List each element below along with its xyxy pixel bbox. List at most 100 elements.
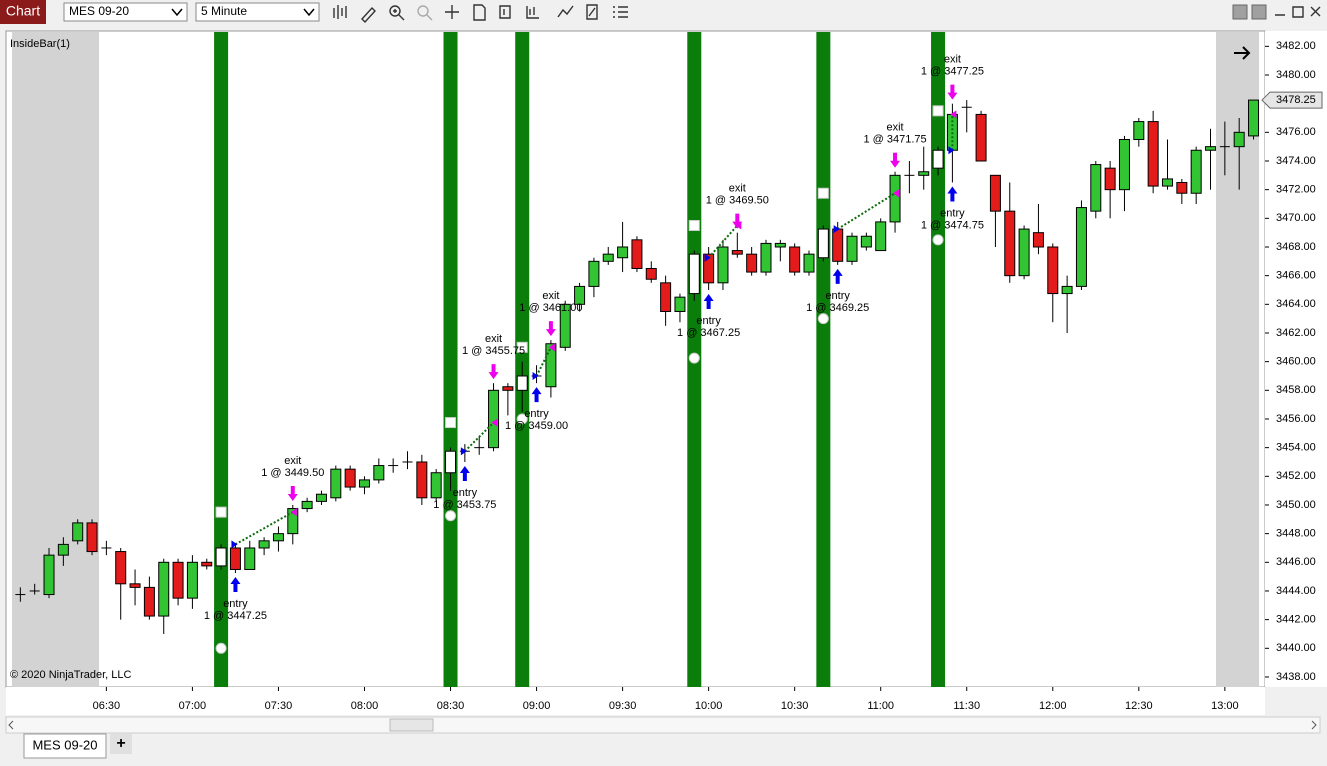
candle-body: [272, 533, 284, 542]
candle-body: [1104, 167, 1116, 191]
interval-select[interactable]: [195, 2, 320, 22]
circle-marker: [516, 413, 528, 425]
candle-body: [416, 461, 428, 499]
candle-body: [674, 296, 686, 312]
candle-body: [832, 228, 844, 262]
square-marker: [817, 187, 829, 199]
window-buttons[interactable]: [1232, 4, 1321, 20]
inside-bar-band: [931, 32, 946, 687]
candle-body: [1075, 207, 1087, 287]
candle-body: [330, 468, 342, 499]
candle-body: [803, 253, 815, 273]
candle-body: [115, 551, 127, 585]
instrument-select[interactable]: [63, 2, 188, 22]
indicator-label: InsideBar(1): [10, 38, 70, 50]
y-tick-label: 3440.00: [1276, 642, 1316, 654]
add-tab-label: +: [116, 735, 125, 752]
y-tick-label: 3470.00: [1276, 212, 1316, 224]
x-tick-label: 11:00: [867, 700, 894, 712]
entry-marker: [948, 146, 955, 155]
entry-marker: [460, 447, 467, 456]
x-tick-label: 12:30: [1125, 700, 1153, 712]
y-tick-label: 3474.00: [1276, 155, 1316, 167]
toolbar-icons[interactable]: [333, 4, 628, 24]
trade-line: [234, 511, 294, 546]
entry-text: 1 @ 3474.75: [921, 219, 984, 231]
exit-arrow: [947, 84, 958, 100]
candle-body: [717, 246, 729, 284]
exit-marker: [893, 189, 900, 198]
candle-body: [1032, 232, 1044, 248]
trade-line: [837, 192, 896, 230]
candle-body: [989, 174, 1001, 212]
y-tick-label: 3468.00: [1276, 241, 1316, 253]
y-tick-label: 3476.00: [1276, 126, 1316, 138]
candle-body: [1118, 138, 1130, 191]
candle-body: [1133, 121, 1145, 140]
candle-body: [660, 282, 672, 312]
exit-arrow: [287, 485, 298, 501]
x-tick-label: 06:30: [93, 700, 121, 712]
candle-body: [287, 508, 299, 535]
exit-label: exit: [886, 122, 903, 134]
exit-marker: [290, 508, 297, 517]
candle-body: [57, 543, 69, 556]
y-tick-label: 3446.00: [1276, 556, 1316, 568]
candle-body: [502, 386, 514, 391]
exit-arrow: [890, 152, 901, 168]
scroll-arrows[interactable]: [8, 720, 1317, 730]
candle-body: [645, 267, 657, 280]
exit-text: 1 @ 3469.50: [706, 195, 769, 207]
square-marker: [215, 506, 227, 518]
entry-arrow: [703, 293, 714, 309]
square-marker: [516, 341, 528, 353]
candle-body: [846, 235, 858, 262]
scroll-thumb[interactable]: [389, 718, 434, 732]
entry-text: 1 @ 3453.75: [433, 499, 496, 511]
trade-line: [707, 224, 739, 259]
dropdown-arrow: [171, 8, 183, 17]
candle-body: [1090, 164, 1102, 212]
candle-body: [1004, 210, 1016, 277]
candle-body: [43, 554, 55, 596]
candle-body: [358, 479, 370, 488]
candle-body: [1161, 178, 1173, 187]
axes: 3438.00 3440.00 3442.00 3444.00 3446.00 3448.…: [93, 40, 1323, 712]
candle-body: [975, 113, 987, 162]
y-tick-label: 3448.00: [1276, 528, 1316, 540]
y-tick-label: 3462.00: [1276, 327, 1316, 339]
scrollbar[interactable]: [5, 716, 1321, 734]
scroll-right-icon[interactable]: [1234, 46, 1251, 60]
entry-text: 1 @ 3459.00: [505, 420, 568, 432]
candle-body: [72, 522, 84, 542]
candle-body: [932, 149, 944, 169]
entry-text: 1 @ 3469.25: [806, 302, 869, 314]
candle-body: [445, 450, 457, 474]
candle-body: [186, 561, 198, 599]
y-tick-label: 3480.00: [1276, 69, 1316, 81]
entry-arrow: [230, 577, 241, 593]
candle-body: [430, 472, 442, 499]
candle-body: [631, 239, 643, 269]
add-tab-button[interactable]: [110, 734, 132, 754]
last-price-tag: [1261, 91, 1323, 109]
x-tick-label: 10:30: [781, 700, 809, 712]
candle-body: [215, 547, 227, 567]
candle-body: [516, 375, 528, 391]
candle-body: [602, 253, 614, 262]
candle-body: [559, 303, 571, 348]
candle-body: [731, 250, 743, 255]
y-tick-label: 3460.00: [1276, 356, 1316, 368]
y-tick-label: 3442.00: [1276, 614, 1316, 626]
exit-text: 1 @ 3461.00: [519, 302, 582, 314]
inside-bar-band: [443, 32, 458, 687]
y-tick-label: 3454.00: [1276, 442, 1316, 454]
tab[interactable]: [23, 733, 107, 759]
candle-body: [315, 493, 327, 502]
candle-body: [746, 253, 758, 273]
app-badge: [0, 0, 46, 24]
interval-text: 5 Minute: [201, 4, 247, 18]
